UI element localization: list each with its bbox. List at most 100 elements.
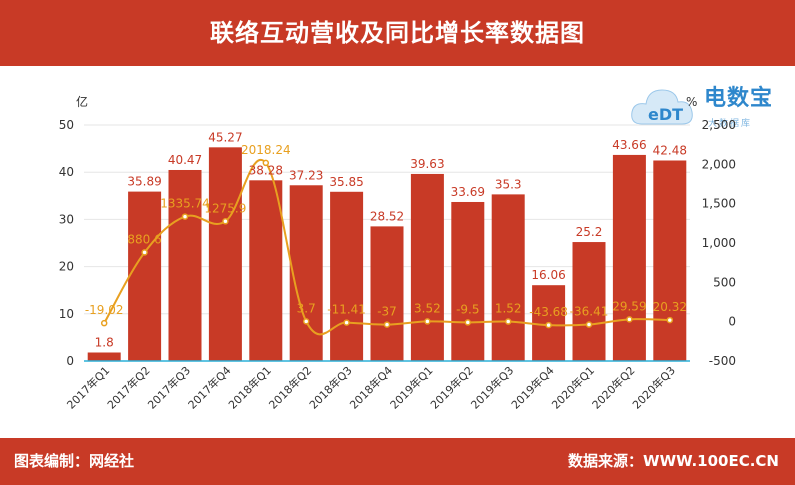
bar-value-label: 28.52 xyxy=(370,209,404,223)
right-tick-label: 2,000 xyxy=(702,157,736,171)
line-point xyxy=(141,249,148,256)
bar-labels: 1.8 35.89 40.47 45.27 38.28 37.23 35.85 28.52 39… xyxy=(95,130,687,349)
right-tick-label: -500 xyxy=(709,354,736,368)
line-value-label: -37 xyxy=(377,305,397,319)
bar xyxy=(208,147,242,361)
cloud-logo-icon: eDT xyxy=(631,89,693,125)
line-point xyxy=(666,316,674,324)
x-tick-label: 2017年Q3 xyxy=(145,363,194,412)
x-axis-labels: 2017年Q12017年Q22017年Q32017年Q42018年Q12018年… xyxy=(64,363,678,412)
left-axis-unit: 亿 xyxy=(76,94,88,109)
logo-mark: eDT xyxy=(648,105,683,124)
x-tick-label: 2020年Q1 xyxy=(549,363,598,412)
bar xyxy=(168,169,202,361)
line-value-label: 1.52 xyxy=(495,302,522,316)
footer-source: 数据来源：WWW.100EC.CN xyxy=(568,452,779,470)
bar xyxy=(330,191,364,361)
left-tick-label: 20 xyxy=(59,260,74,274)
bar xyxy=(289,185,323,361)
left-tick-label: 40 xyxy=(59,165,74,179)
x-tick-label: 2018年Q1 xyxy=(225,363,274,412)
x-tick-label: 2017年Q2 xyxy=(104,363,153,412)
x-tick-label: 2018年Q3 xyxy=(306,363,355,412)
line-value-label: 1335.74 xyxy=(160,197,210,211)
x-tick-label: 2019年Q1 xyxy=(387,363,436,412)
line-point xyxy=(343,319,350,326)
growth-line xyxy=(103,158,670,336)
line-value-label: 29.59 xyxy=(612,299,646,313)
left-tick-label: 0 xyxy=(66,354,74,368)
x-tick-label: 2017年Q4 xyxy=(185,363,234,412)
left-tick-label: 30 xyxy=(59,212,74,226)
left-axis: 0 10 20 30 40 50 xyxy=(59,118,74,368)
right-axis: -500 0 500 1,000 1,500 2,000 2,500 xyxy=(702,118,736,368)
line-value-label: -19.02 xyxy=(85,303,124,317)
header-bar: 联络互动营收及同比增长率数据图 xyxy=(0,0,795,66)
x-tick-label: 2018年Q4 xyxy=(347,363,396,412)
bar-series xyxy=(87,147,687,361)
left-tick-label: 50 xyxy=(59,118,74,132)
line-point xyxy=(504,318,512,325)
line-point xyxy=(585,321,593,328)
line-value-label: -11.41 xyxy=(327,303,366,317)
bar xyxy=(370,226,404,361)
logo: eDT 电数宝 大数据库 xyxy=(628,76,788,136)
line-point xyxy=(545,321,552,329)
bar xyxy=(128,191,162,361)
bar-value-label: 35.3 xyxy=(495,177,522,191)
line-value-label: -36.41 xyxy=(570,305,609,319)
bar xyxy=(249,180,283,361)
bar-value-label: 37.23 xyxy=(289,168,323,182)
line-value-label: -9.5 xyxy=(456,302,479,316)
x-tick-label: 2020年Q3 xyxy=(629,363,678,412)
bar-value-label: 1.8 xyxy=(95,336,114,350)
line-value-label: 20.32 xyxy=(653,300,687,314)
right-tick-label: 500 xyxy=(713,275,736,289)
bar-value-label: 33.69 xyxy=(451,185,485,199)
line-point xyxy=(626,316,633,323)
line-point xyxy=(100,319,108,327)
x-tick-label: 2019年Q2 xyxy=(427,363,476,412)
bar-value-label: 35.89 xyxy=(127,175,161,189)
line-value-label: 3.52 xyxy=(414,301,441,315)
line-point xyxy=(464,319,472,326)
chart-area: 0 10 20 30 40 50 -500 0 500 1,000 1,500 2,000 2,500… xyxy=(59,94,736,412)
line-series xyxy=(100,158,674,336)
x-tick-label: 2019年Q4 xyxy=(508,363,557,412)
right-tick-label: 1,500 xyxy=(702,197,736,211)
bar-value-label: 38.28 xyxy=(249,163,283,177)
bar xyxy=(451,201,485,361)
line-value-label: 3.7 xyxy=(297,301,316,315)
bar xyxy=(491,194,525,361)
bar xyxy=(87,352,121,361)
bar-value-label: 45.27 xyxy=(208,130,242,144)
line-value-label: 2018.24 xyxy=(241,143,291,157)
bar-value-label: 42.48 xyxy=(653,143,687,157)
bar xyxy=(653,160,687,361)
line-point xyxy=(302,318,310,325)
bar-value-label: 40.47 xyxy=(168,153,202,167)
line-point xyxy=(262,159,270,167)
right-tick-label: 2,500 xyxy=(702,118,736,132)
logo-sub: 大数据库 xyxy=(708,119,753,129)
x-tick-label: 2017年Q1 xyxy=(64,363,113,412)
bar-value-label: 35.85 xyxy=(329,175,363,189)
footer-bar: 图表编制：网经社 数据来源：WWW.100EC.CN xyxy=(0,438,795,485)
bar-value-label: 16.06 xyxy=(531,268,565,282)
right-tick-label: 1,000 xyxy=(702,236,736,250)
line-point xyxy=(424,318,431,325)
x-tick-label: 2018年Q2 xyxy=(266,363,315,412)
right-tick-label: 0 xyxy=(728,315,736,329)
left-tick-label: 10 xyxy=(59,307,74,321)
line-value-label: 1275.9 xyxy=(204,201,246,215)
logo-brand: 电数宝 xyxy=(704,86,774,111)
line-point xyxy=(222,218,229,225)
x-tick-label: 2019年Q3 xyxy=(468,363,517,412)
bar-value-label: 39.63 xyxy=(410,157,444,171)
bar xyxy=(410,173,444,361)
right-axis-unit: % xyxy=(686,95,697,109)
line-value-label: 880.6 xyxy=(127,232,161,246)
line-point xyxy=(181,213,189,220)
line-point xyxy=(383,321,391,328)
